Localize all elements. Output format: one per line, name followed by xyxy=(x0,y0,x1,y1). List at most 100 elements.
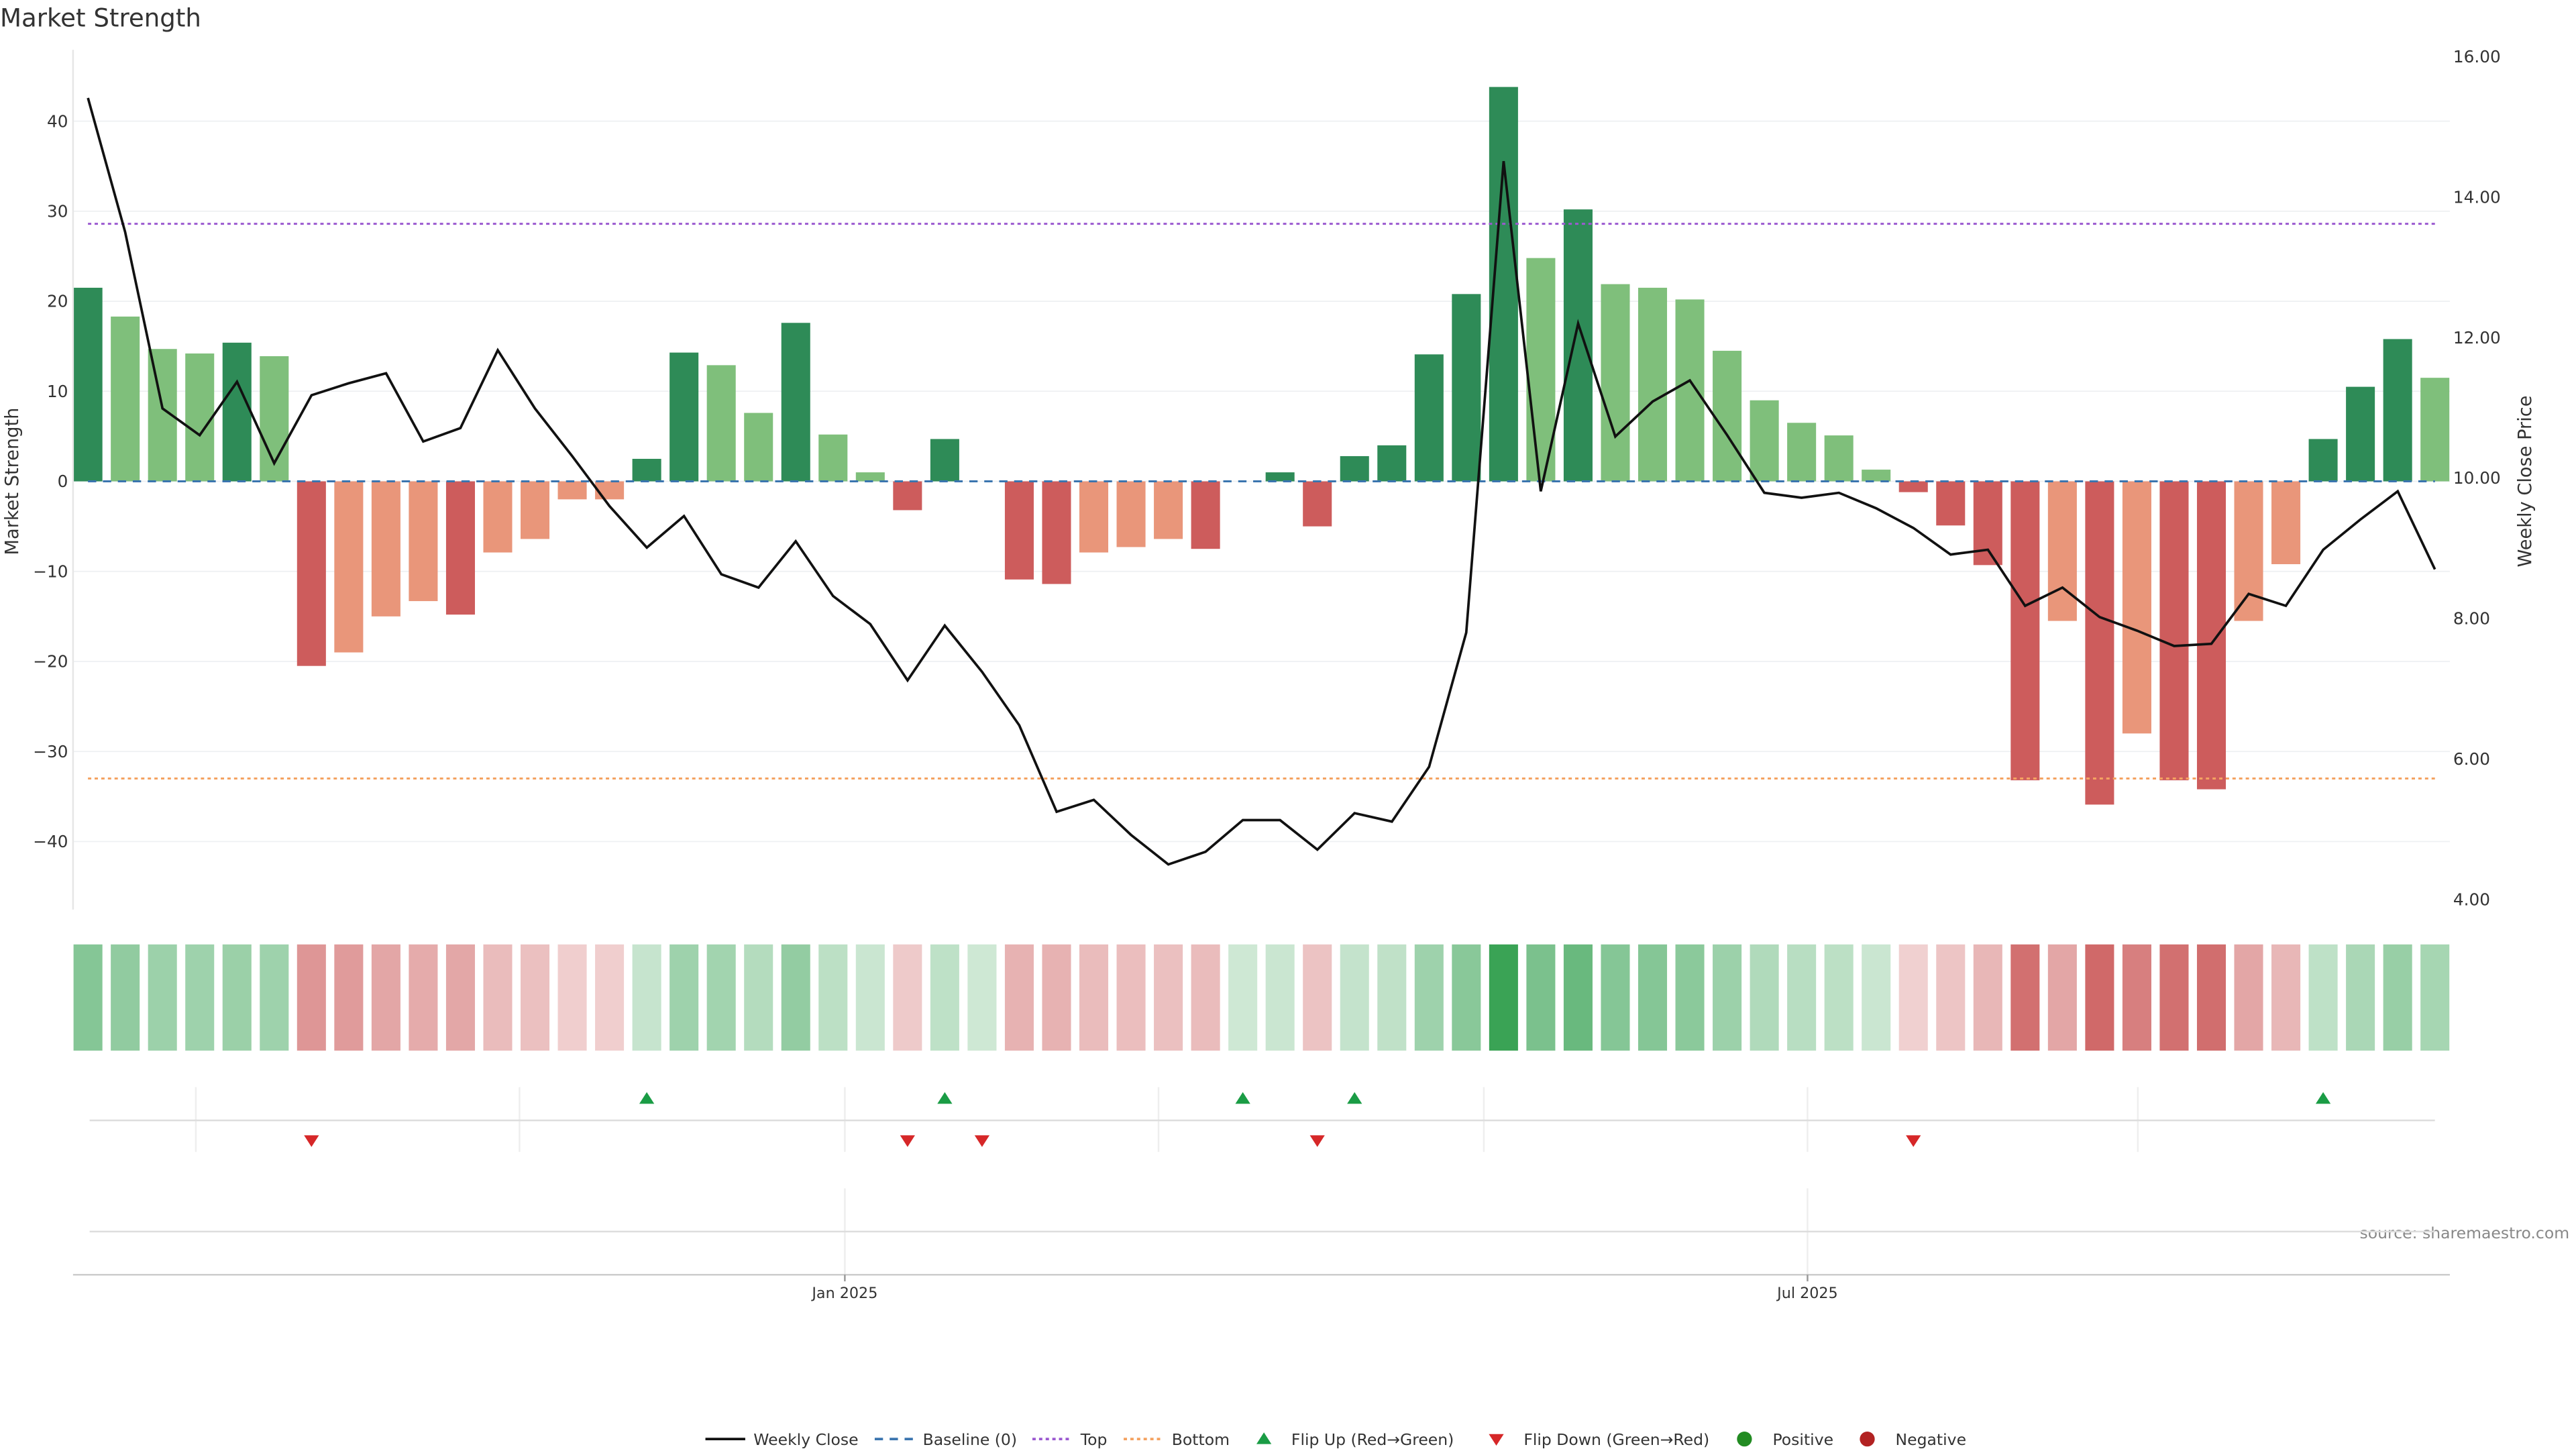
heatmap-cell xyxy=(2420,944,2450,1051)
strength-bar xyxy=(2420,378,2450,482)
y-tick-label: −30 xyxy=(33,742,68,761)
strength-bar xyxy=(1079,481,1109,553)
y2-tick-label: 12.00 xyxy=(2453,328,2501,347)
heatmap-cell xyxy=(632,944,661,1051)
heatmap-cell xyxy=(1862,944,1891,1051)
heatmap-cell xyxy=(2122,944,2151,1051)
heatmap-cell xyxy=(371,944,400,1051)
y-tick-label: −20 xyxy=(33,652,68,672)
y2-tick-label: 14.00 xyxy=(2453,187,2501,207)
strength-bar xyxy=(1787,423,1817,482)
legend-label: Bottom xyxy=(1172,1430,1230,1449)
heatmap-cell xyxy=(1042,944,1071,1051)
heatmap-cell xyxy=(1191,944,1220,1051)
strength-bar xyxy=(1713,350,1742,482)
legend-label: Flip Up (Red→Green) xyxy=(1291,1430,1454,1449)
strength-bar xyxy=(2085,481,2114,805)
strength-bar xyxy=(1675,299,1705,482)
heatmap-cell xyxy=(1079,944,1109,1051)
heatmap-cell xyxy=(148,944,177,1051)
strength-bar xyxy=(2271,481,2301,565)
heatmap-cell xyxy=(595,944,625,1051)
legend-label: Flip Down (Green→Red) xyxy=(1523,1430,1709,1449)
heatmap-cell xyxy=(297,944,326,1051)
chart-title: Market Strength xyxy=(0,4,201,33)
strength-bar xyxy=(2047,481,2077,621)
strength-bar xyxy=(930,439,959,482)
y2-tick-label: 4.00 xyxy=(2453,890,2490,910)
heatmap-cell xyxy=(1898,944,1928,1051)
strength-bar xyxy=(855,472,885,482)
heatmap-cell xyxy=(409,944,438,1051)
strength-bar xyxy=(1340,455,1369,482)
strength-bar xyxy=(1862,470,1891,482)
strength-bar xyxy=(409,481,438,602)
strength-bar xyxy=(632,458,661,482)
strength-bar xyxy=(893,481,922,511)
legend-pos-icon xyxy=(1737,1432,1752,1447)
heatmap-cell xyxy=(2308,944,2338,1051)
strength-bar xyxy=(1004,481,1034,580)
flip-down-marker xyxy=(900,1135,915,1147)
heatmap-cell xyxy=(1824,944,1854,1051)
heatmap-cell xyxy=(893,944,922,1051)
strength-bar xyxy=(1750,400,1779,482)
heatmap-cell xyxy=(1750,944,1779,1051)
legend-up-icon xyxy=(1256,1432,1272,1444)
strength-bar xyxy=(2010,481,2040,781)
legend-down-icon xyxy=(1489,1434,1504,1446)
heatmap-cell xyxy=(185,944,215,1051)
x-tick-label: Jul 2025 xyxy=(1776,1285,1838,1302)
heatmap-cell xyxy=(73,944,103,1051)
strength-bar xyxy=(1601,284,1630,482)
strength-bar xyxy=(557,481,587,500)
heatmap-cell xyxy=(1303,944,1332,1051)
heatmap-cell xyxy=(2346,944,2375,1051)
strength-bar xyxy=(1303,481,1332,527)
heatmap-cell xyxy=(1675,944,1705,1051)
strength-bar xyxy=(371,481,400,616)
legend-label: Top xyxy=(1080,1430,1108,1449)
heatmap-cell xyxy=(781,944,810,1051)
heatmap-cell xyxy=(260,944,289,1051)
strength-bar xyxy=(2159,481,2189,781)
flip-up-marker xyxy=(2315,1092,2331,1104)
strength-bar xyxy=(334,481,364,653)
strength-bar xyxy=(744,413,773,482)
heatmap-cell xyxy=(744,944,773,1051)
heatmap-cell xyxy=(1377,944,1407,1051)
strength-bar xyxy=(1638,287,1668,482)
flip-up-marker xyxy=(1235,1092,1250,1104)
strength-bar xyxy=(1377,445,1407,482)
heatmap-cell xyxy=(1526,944,1556,1051)
flip-down-marker xyxy=(304,1135,319,1147)
heatmap-cell xyxy=(222,944,252,1051)
heatmap-cell xyxy=(483,944,513,1051)
y-tick-label: 30 xyxy=(47,202,68,221)
heatmap-cell xyxy=(1489,944,1518,1051)
strength-bar xyxy=(445,481,475,615)
heatmap-cell xyxy=(1936,944,1966,1051)
heatmap-cell xyxy=(1713,944,1742,1051)
heatmap-cell xyxy=(2010,944,2040,1051)
flip-down-marker xyxy=(1309,1135,1325,1147)
strength-bar xyxy=(1824,435,1854,482)
heatmap-cell xyxy=(2159,944,2189,1051)
weekly-close-line xyxy=(87,97,2436,866)
strength-bar xyxy=(222,342,252,482)
strength-bar xyxy=(1042,481,1071,584)
strength-bar xyxy=(2346,386,2375,482)
strength-bar xyxy=(595,481,625,500)
x-tick-label: Jan 2025 xyxy=(810,1285,877,1302)
y-tick-label: 40 xyxy=(47,111,68,131)
strength-bar xyxy=(1154,481,1183,539)
heatmap-cell xyxy=(2383,944,2412,1051)
y-tick-label: −40 xyxy=(33,832,68,851)
strength-bar xyxy=(1563,209,1593,482)
strength-bar xyxy=(1116,481,1146,547)
legend-label: Positive xyxy=(1772,1430,1833,1449)
strength-bar xyxy=(1414,354,1444,482)
heatmap-cell xyxy=(818,944,848,1051)
y-tick-label: 10 xyxy=(47,382,68,401)
